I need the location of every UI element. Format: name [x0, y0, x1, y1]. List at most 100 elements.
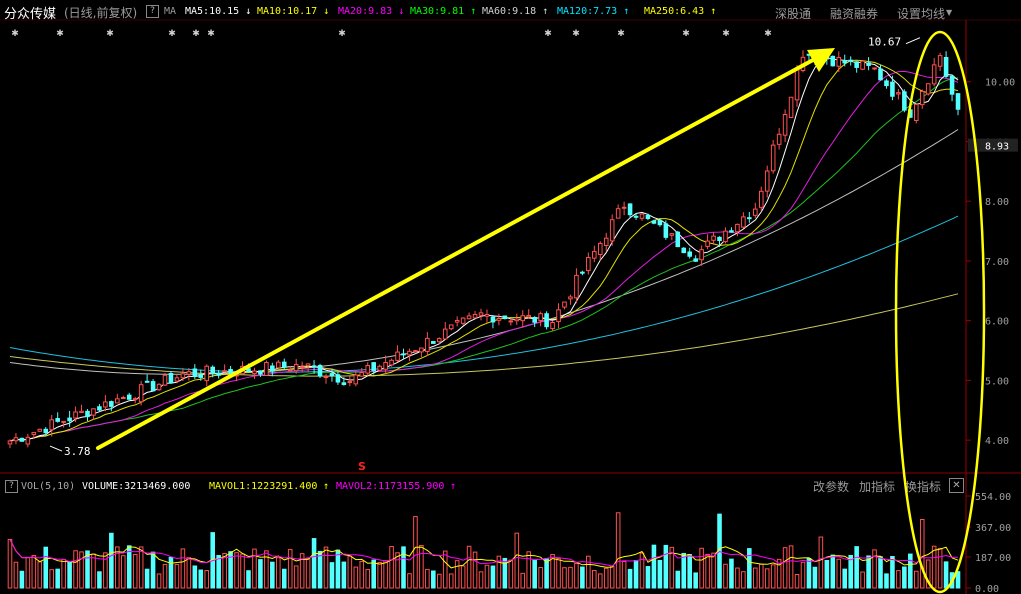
candle-body [597, 242, 603, 256]
candle-body [955, 93, 961, 110]
ma120-line [9, 215, 959, 373]
volume-bar [770, 564, 776, 589]
candle-body [794, 69, 800, 101]
candle-body [645, 214, 651, 220]
ma250-line [9, 293, 959, 377]
candle-body [180, 373, 186, 379]
volume-bar [854, 546, 859, 589]
candle-body [848, 59, 853, 62]
chevron-down-icon[interactable]: ▼ [946, 8, 953, 17]
volume-bar [335, 549, 341, 589]
candle-body [484, 313, 490, 317]
volume-bar [484, 564, 490, 589]
y-tick-label: 6.00 [985, 317, 1009, 328]
volume-bar [782, 547, 788, 589]
volume-bar [705, 553, 710, 589]
candle-body [138, 384, 144, 403]
candle-body [520, 315, 526, 322]
event-marker-icon: ✱ [617, 29, 625, 39]
candle-body [395, 351, 400, 361]
volume-bar [281, 568, 287, 589]
candle-body [25, 436, 31, 445]
volume-bar [7, 538, 13, 589]
volume-bar [144, 568, 150, 589]
volume-bar [353, 566, 359, 589]
candle-body [371, 362, 376, 372]
event-marker-icon: ✱ [764, 29, 772, 39]
volume-bar [931, 545, 937, 589]
volume-bar [896, 570, 901, 589]
candle-body [705, 240, 710, 247]
volume-bar [758, 563, 764, 589]
volume-bar [19, 570, 25, 589]
change-params-button[interactable]: 改参数 [813, 480, 850, 494]
candle-body [747, 217, 752, 220]
candle-body [693, 258, 698, 262]
candle-body [126, 394, 132, 400]
volume-value: VOLUME:3213469.000 [82, 481, 191, 492]
candle-body [586, 257, 591, 272]
set-ma-button[interactable]: 设置均线 [897, 7, 946, 21]
candle-body [925, 83, 931, 95]
volume-bar [43, 546, 49, 589]
candle-body [431, 341, 436, 344]
candle-body [311, 365, 317, 368]
candle-body [466, 315, 472, 320]
low-pointer [49, 445, 63, 452]
volume-bar [913, 570, 919, 589]
shenguntong-button[interactable]: 深股通 [775, 7, 812, 21]
volume-bar [562, 567, 567, 589]
volume-bar [436, 573, 442, 589]
volume-bar [150, 551, 156, 589]
candle-body [574, 274, 579, 299]
volume-bar [425, 568, 430, 589]
candle-body [407, 350, 412, 356]
ma-item-5: MA60:9.18 ↑ [482, 6, 549, 17]
candle-body [150, 381, 156, 392]
close-icon[interactable]: ✕ [949, 478, 964, 493]
y-tick-label: 4.00 [985, 436, 1009, 447]
volume-bar [860, 571, 865, 589]
volume-bar [550, 553, 555, 589]
candle-body [377, 365, 382, 371]
stock-name[interactable]: 分众传媒 [4, 7, 57, 22]
volume-bar [323, 546, 329, 589]
volume-bar [246, 570, 251, 589]
event-marker-icon: ✱ [722, 29, 730, 39]
help-icon[interactable]: ? [146, 5, 159, 18]
volume-bar [431, 570, 436, 589]
candle-body [276, 361, 281, 369]
volume-bar [329, 562, 335, 589]
add-indicator-button[interactable]: 加指标 [859, 480, 896, 494]
candle-body [502, 315, 508, 320]
volume-bar [371, 559, 376, 589]
candle-body [258, 370, 263, 375]
volume-bar [818, 536, 824, 589]
low-price-label: 3.78 [64, 445, 91, 458]
vol-indicator-label[interactable]: VOL(5,10) [21, 481, 76, 492]
period-label[interactable]: (日线,前复权) [64, 6, 138, 20]
volume-bar [168, 556, 174, 589]
margin-trading-button[interactable]: 融资融券 [830, 7, 879, 21]
volume-bar [180, 548, 186, 589]
candle-body [323, 376, 329, 379]
volume-bar [109, 532, 114, 589]
candle-body [162, 374, 168, 386]
volume-bar [186, 557, 192, 589]
y-tick-label: 7.00 [985, 257, 1009, 268]
candle-body [496, 318, 502, 321]
volume-bar [377, 561, 382, 589]
volume-bar [568, 566, 573, 589]
candle-body [872, 67, 877, 70]
volume-help-icon[interactable]: ? [5, 480, 18, 493]
volume-bar [663, 544, 669, 589]
volume-bar [574, 563, 579, 589]
candle-body [532, 316, 537, 323]
y-tick-label: 5.00 [985, 376, 1009, 387]
switch-indicator-button[interactable]: 换指标 [905, 480, 942, 494]
volume-bar [675, 570, 681, 589]
candle-body [115, 398, 120, 404]
candle-body [174, 377, 180, 382]
candle-body [419, 347, 424, 353]
